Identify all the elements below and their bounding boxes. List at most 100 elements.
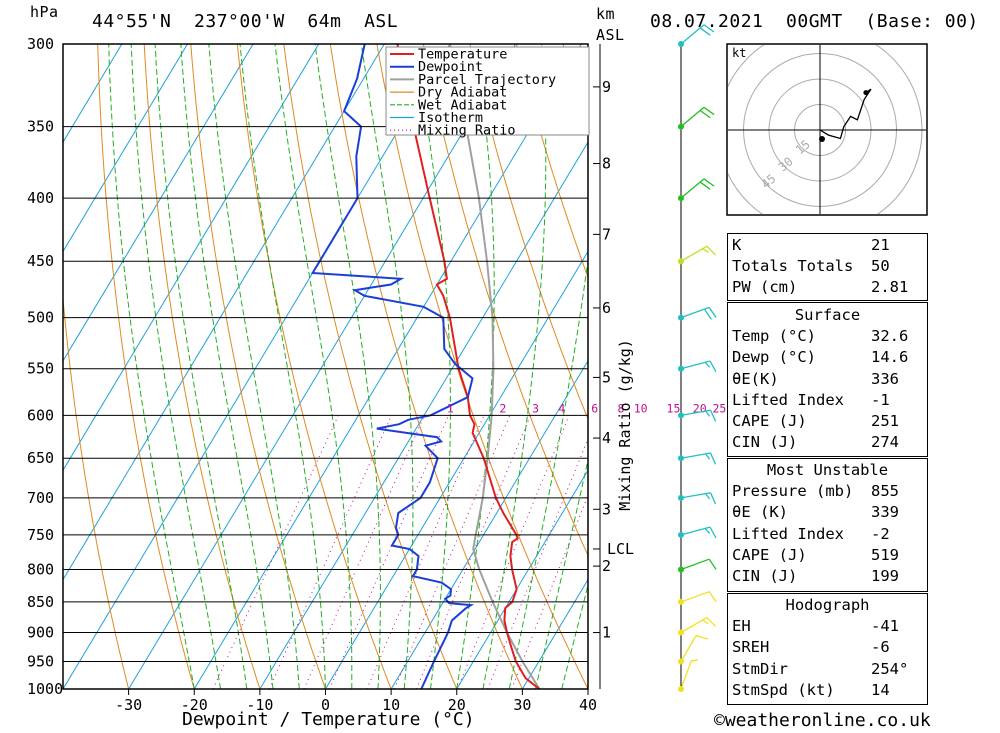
dry-adiabat-line (143, 44, 261, 689)
pressure-tick-label: 450 (27, 252, 54, 270)
wind-barb-flag (699, 27, 711, 36)
table-row: CIN (J) 274 (732, 433, 899, 452)
pressure-tick-label: 300 (27, 35, 54, 53)
parcel-trajectory-line (449, 44, 541, 689)
legend-entry: Parcel Trajectory (418, 72, 556, 88)
wind-barb (678, 409, 717, 422)
isotherm-line (128, 44, 517, 689)
isotherm-line (390, 359, 588, 689)
mixing-ratio-line (212, 415, 339, 689)
wind-barb-flag (705, 493, 711, 500)
storm-motion-point (819, 136, 825, 142)
dry-adiabat-line (515, 44, 588, 279)
pressure-tick-label: 400 (27, 189, 54, 207)
wind-barb-flag (709, 360, 717, 373)
mixing-ratio-label: 2 (499, 401, 506, 415)
isotherm-line (259, 141, 588, 689)
table-row: Dewp (°C) 14.6 (732, 348, 909, 367)
wind-barb-flag (708, 591, 717, 603)
table-row: Temp (°C) 32.6 (732, 327, 909, 346)
wind-barb-flag (699, 109, 711, 119)
isotherm-line (63, 44, 188, 253)
surface-table: Surface Temp (°C) 32.6 Dewp (°C) 14.6 θE(K… (728, 305, 927, 453)
x-tick-label: -10 (246, 696, 273, 714)
datetime-label: 08.07.2021 00GMT (Base: 00) (650, 11, 979, 32)
wind-barb-flag (703, 24, 715, 33)
table-row: StmSpd (kt) 14 (732, 680, 890, 699)
km-tick-label: 8 (602, 155, 611, 173)
table-row: CAPE (J) 251 (732, 412, 899, 431)
location-label: 44°55'N 237°00'W 64m ASL (92, 11, 399, 32)
pressure-tick-label: 350 (27, 118, 54, 136)
pressure-tick-label: 500 (27, 309, 54, 327)
mixing-ratio-label: 25 (712, 401, 726, 415)
copyright-link[interactable]: ©weatheronline.co.uk (714, 710, 931, 731)
legend-entry: Mixing Ratio (418, 123, 516, 139)
table-row: CIN (J) 199 (732, 567, 899, 586)
wind-barb-flag (703, 308, 712, 320)
wind-barb-flag (709, 526, 717, 539)
hodograph-table: Hodograph EH -41 SREH -6 StmDir 254° StmSpd… (728, 595, 927, 701)
dry-adiabat-line (190, 44, 326, 689)
wind-barb-flag (708, 307, 717, 319)
mixing-ratio-label: 6 (591, 401, 598, 415)
km-tick-label: 9 (602, 78, 611, 96)
x-axis-label: Dewpoint / Temperature (°C) (182, 709, 475, 730)
wet-adiabat-line (360, 44, 414, 689)
table-row: θE (K) 339 (732, 503, 899, 522)
surface-frame (727, 302, 928, 457)
wind-barb-staff (680, 558, 710, 571)
wind-barb-flag (704, 527, 711, 534)
table-row: θE(K) 336 (732, 369, 899, 388)
wind-barb-flag (706, 617, 717, 627)
dewpoint-line (310, 44, 475, 689)
most-unstable-frame (727, 458, 928, 592)
hodograph-end-point (863, 90, 869, 96)
pressure-tick-label: 1000 (27, 680, 63, 698)
surface-title: Surface (794, 306, 861, 324)
pressure-unit-label: hPa (30, 3, 59, 21)
legend-entry: Dry Adiabat (418, 85, 507, 101)
table-row: PW (cm) 2.81 (732, 278, 909, 297)
dry-adiabat-line (469, 44, 588, 421)
pressure-tick-label: 600 (27, 406, 54, 424)
x-tick-label: 20 (448, 696, 466, 714)
wet-adiabat-line (456, 44, 495, 689)
x-tick-label: 30 (513, 696, 531, 714)
pressure-tick-label: 850 (27, 593, 54, 611)
wet-adiabat-line (274, 44, 353, 689)
mixing-ratio-label: 3 (532, 401, 539, 415)
wet-adiabat-line (130, 44, 221, 689)
wind-barb-flag (695, 634, 709, 640)
mixing-ratio-line (303, 415, 425, 689)
dry-adiabat-line (97, 44, 195, 689)
wind-barb (678, 306, 717, 321)
hodograph-title: Hodograph (785, 596, 870, 614)
table-row: StmDir 254° (732, 659, 909, 678)
wind-barb (678, 591, 717, 605)
table-row: Lifted Index -1 (732, 390, 890, 409)
mixing-ratio-label: 8 (617, 401, 624, 415)
isotherm-line (63, 44, 451, 689)
table-row: K 21 (732, 236, 890, 254)
most-unstable-table: Most Unstable Pressure (mb) 855 θE (K) 339… (728, 460, 927, 587)
mixing-ratio-label: 10 (634, 401, 648, 415)
wind-barb-flag (702, 619, 709, 625)
km-tick-label: 3 (602, 500, 611, 518)
km-tick-label: 4 (602, 429, 611, 447)
wet-adiabat-line (535, 457, 588, 689)
pressure-tick-label: 750 (27, 526, 54, 544)
mixing-ratio-label: 4 (558, 401, 565, 415)
pressure-tick-label: 650 (27, 449, 54, 467)
plot-frame (62, 43, 589, 690)
wind-barb (678, 634, 709, 665)
isotherm-line (456, 469, 588, 689)
wind-barb (678, 492, 717, 505)
table-row: Totals Totals 50 (732, 257, 890, 276)
wind-barb (678, 245, 717, 265)
wind-barb (678, 178, 715, 202)
dry-adiabat-line (935, 44, 1000, 689)
isotherm-line (63, 44, 123, 144)
pressure-tick-label: 900 (27, 624, 54, 642)
wind-barb-staff (680, 591, 710, 603)
